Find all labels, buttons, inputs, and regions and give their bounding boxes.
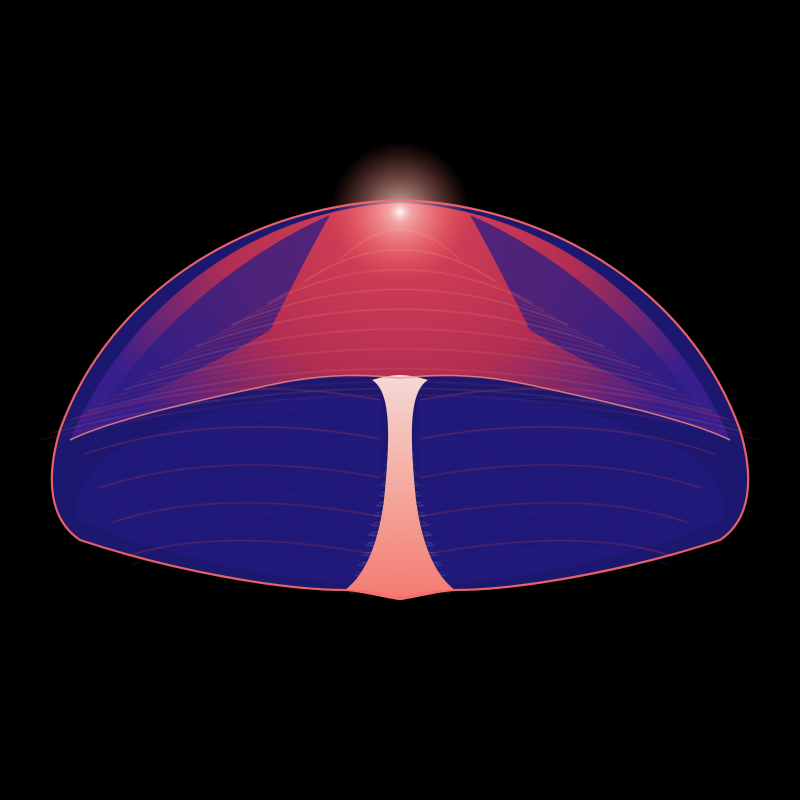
orbit-arc-lower	[419, 502, 688, 523]
orbit-arc-lower	[91, 445, 381, 472]
orbit-arc-lower	[419, 426, 717, 455]
orbit-arc-lower	[108, 492, 381, 515]
orbit-arc-lower	[69, 388, 381, 421]
orbit-arc-upper	[219, 295, 581, 333]
orbit-arc-lower	[419, 435, 713, 464]
attractor-right-wing	[470, 215, 700, 410]
attractor-dome-edge	[69, 374, 731, 441]
attractor-apex-glow	[330, 143, 470, 283]
orbit-arc-upper	[231, 289, 569, 326]
orbit-arc-lower	[419, 397, 727, 429]
orbit-arc-lower	[419, 511, 685, 532]
orbit-arc-lower	[419, 464, 702, 489]
orbit-arc-upper	[111, 355, 689, 398]
orbit-arc-lower	[80, 416, 381, 447]
attractor-outer-rim	[50, 198, 750, 600]
orbit-arc-lower	[419, 473, 699, 498]
orbit-arc-upper	[183, 315, 617, 354]
orbit-arc-lower	[126, 540, 381, 557]
orbit-arc-upper	[159, 328, 641, 369]
orbit-arc-lower	[419, 416, 720, 447]
orbit-arc-upper	[99, 361, 701, 405]
orbit-arc-lower	[73, 397, 381, 429]
orbit-arc-lower	[101, 473, 381, 498]
orbit-arc-lower	[419, 445, 709, 472]
attractor-central-stem	[345, 375, 455, 600]
orbit-arc-lower	[419, 549, 671, 566]
orbit-arc-lower	[105, 483, 381, 506]
attractor-left-wing	[100, 215, 330, 410]
attractor-left-lobe	[76, 394, 383, 585]
orbit-arc-lower	[419, 407, 724, 438]
orbit-arc-upper	[123, 348, 677, 390]
orbit-arc-lower	[129, 549, 381, 566]
orbit-arc-lower	[76, 407, 381, 438]
orbit-arc-upper	[195, 308, 605, 347]
orbit-arc-upper	[147, 335, 653, 376]
orbit-arc-lower	[98, 464, 381, 489]
attractor-right-lobe	[417, 394, 724, 585]
orbit-arc-lower	[419, 455, 706, 481]
orbit-arc-lower	[119, 521, 381, 540]
orbit-arc-lower	[94, 455, 381, 481]
orbit-arc-lower	[87, 435, 381, 464]
orbit-arc-lower	[419, 521, 681, 540]
orbit-arc-lower	[419, 388, 731, 421]
orbit-arc-lower	[419, 540, 674, 557]
orbit-arc-lower	[122, 530, 381, 549]
orbit-arc-upper	[171, 322, 629, 362]
orbit-arc-lower	[112, 502, 381, 523]
orbit-arc-upper	[207, 302, 593, 340]
orbit-arc-lower	[83, 426, 381, 455]
orbit-arc-upper	[87, 368, 713, 412]
orbit-arc-lower	[419, 483, 695, 506]
orbit-arc-lower	[419, 492, 692, 515]
orbit-arc-lower	[419, 530, 678, 549]
orbit-arc-lower	[115, 511, 381, 532]
orbit-arc-upper	[135, 341, 665, 383]
